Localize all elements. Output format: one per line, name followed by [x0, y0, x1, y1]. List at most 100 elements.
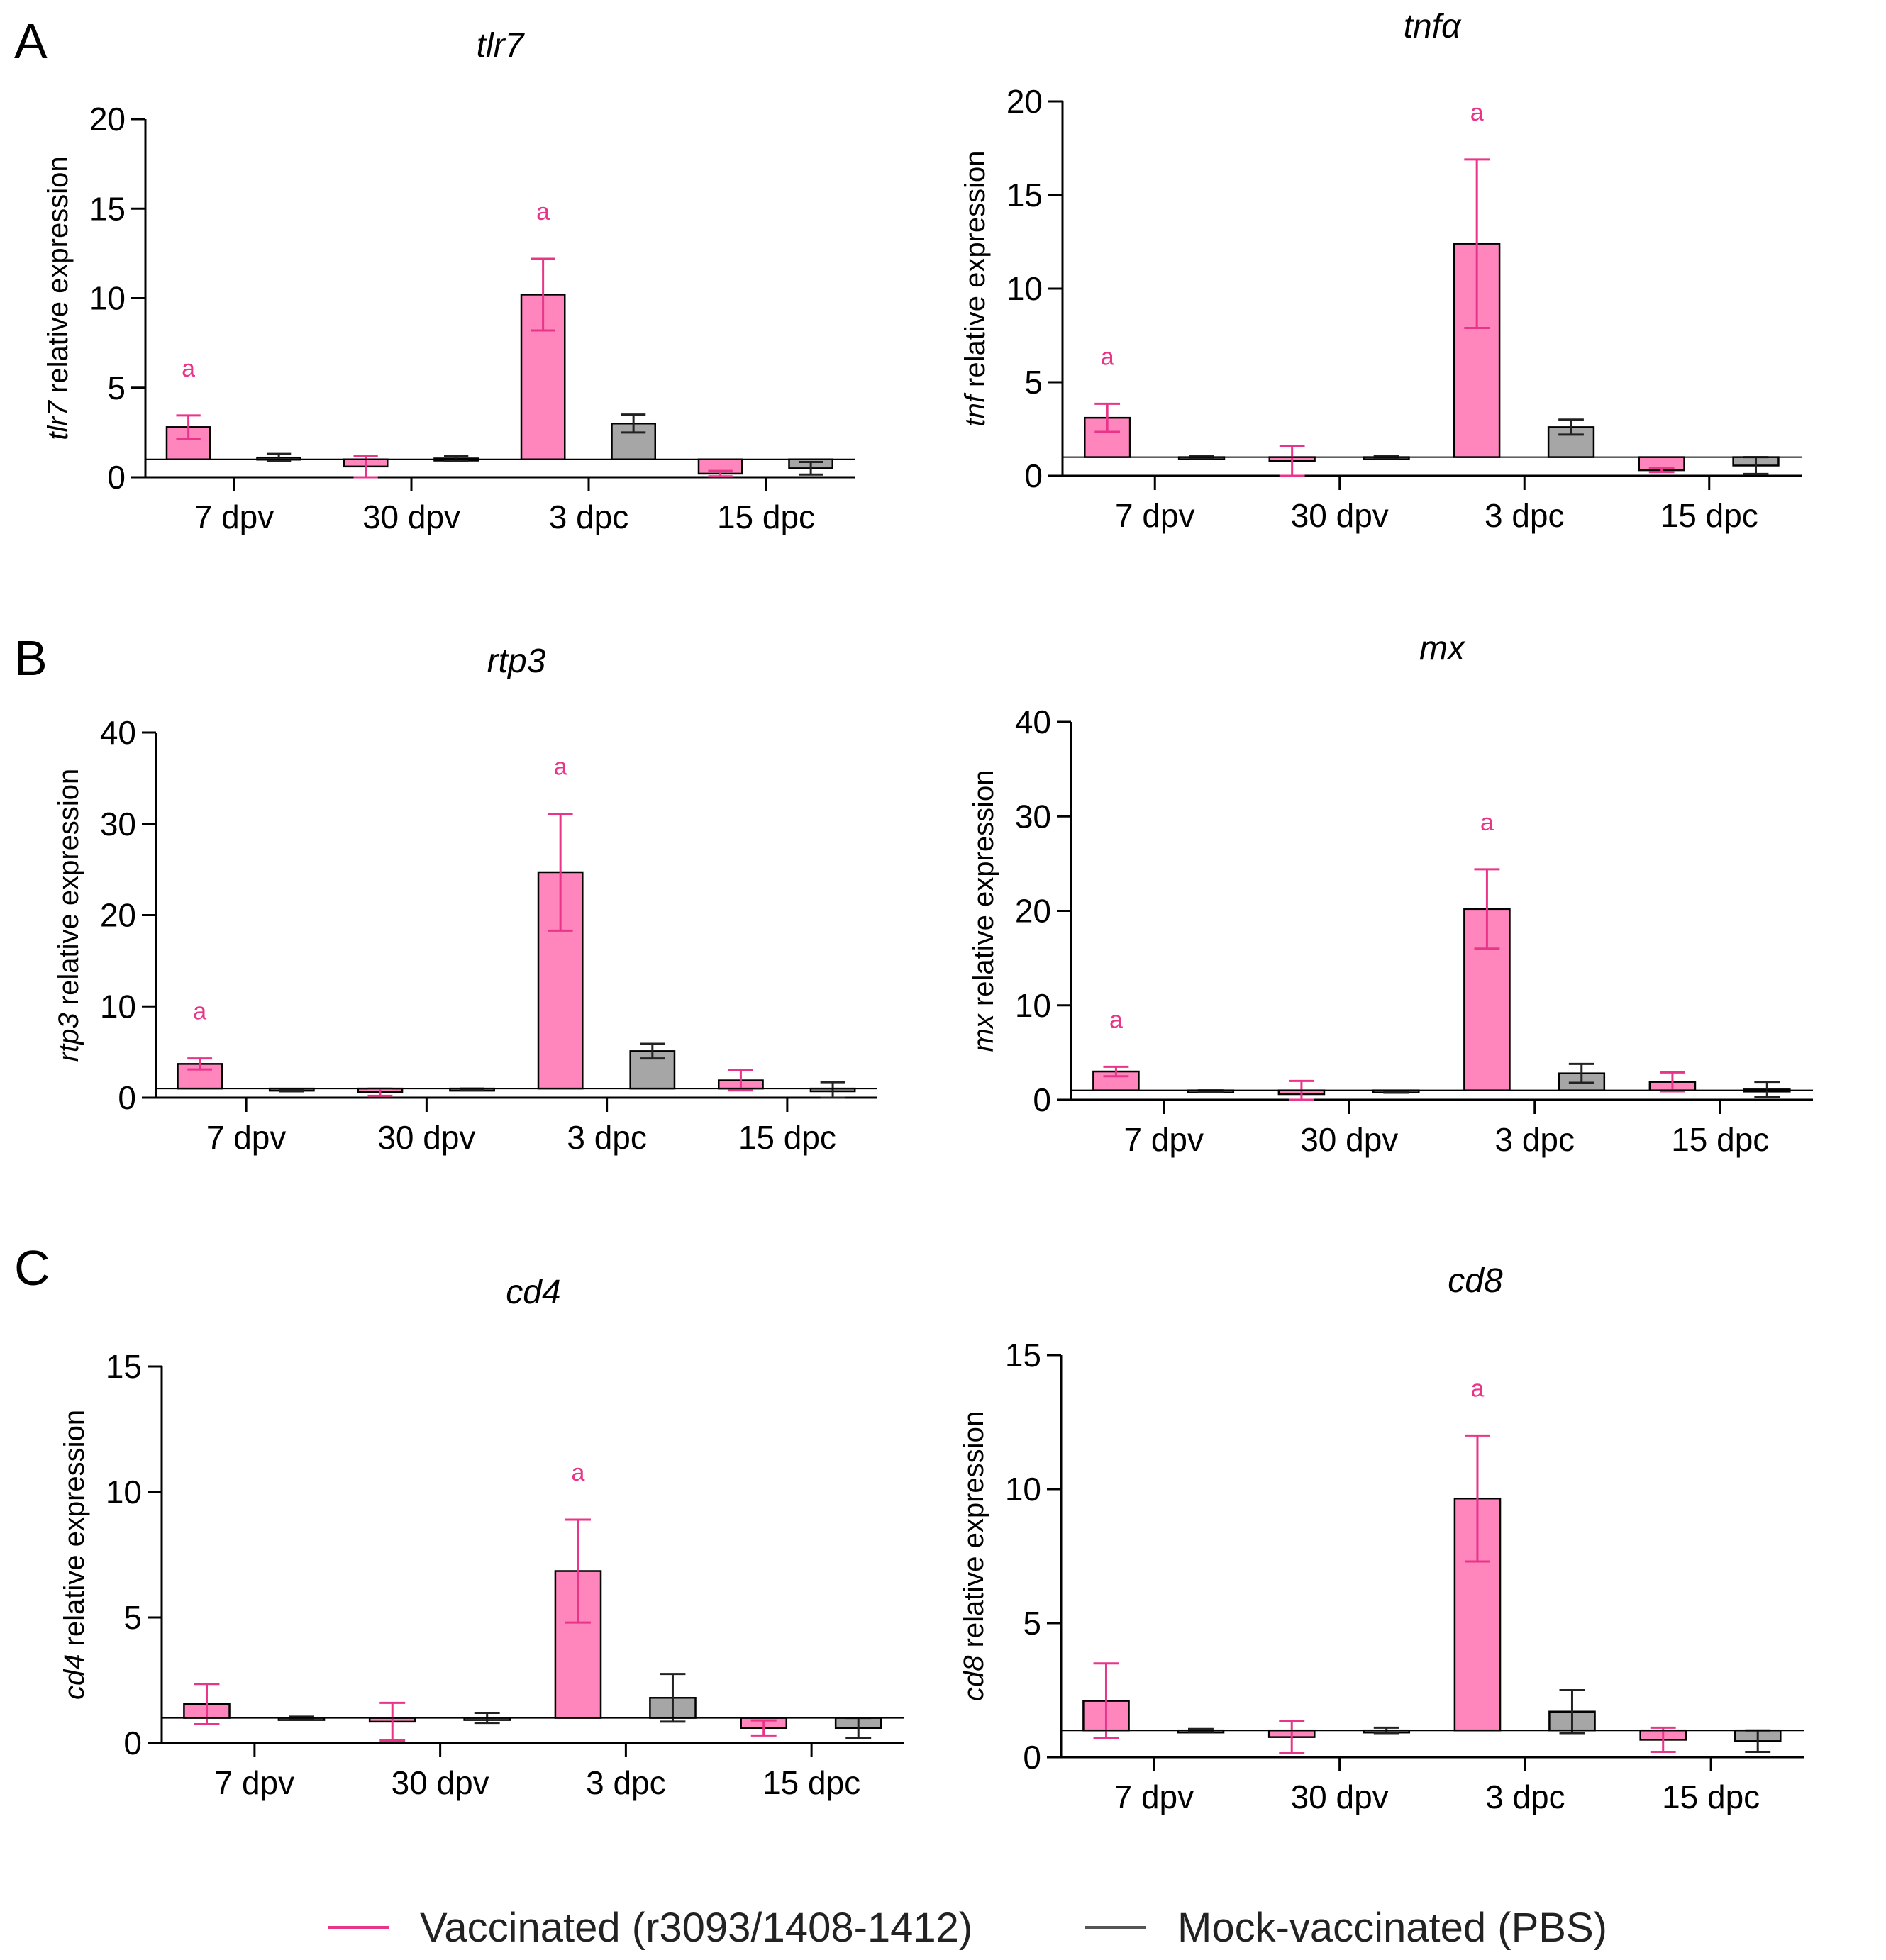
y-axis-label-text: relative expression: [968, 770, 999, 1015]
error-bar: [621, 413, 646, 434]
x-tick-label: 30 dpv: [362, 499, 460, 535]
y-tick-label: 30: [1015, 798, 1051, 835]
significance-label: a: [536, 199, 550, 225]
error-bar: [798, 461, 823, 476]
y-tick-label: 20: [89, 101, 126, 138]
y-tick-label: 40: [100, 714, 136, 751]
y-tick-label: 20: [1006, 83, 1043, 120]
x-tick-label: 3 dpc: [567, 1119, 647, 1156]
error-bar: [1754, 1081, 1780, 1098]
chart-title: tnfα: [1404, 8, 1462, 45]
chart-tnfa: tnfα tnf relative expression 0 5 10 15 20 7 dpv…: [960, 8, 1802, 534]
y-tick-label: 15: [1006, 177, 1043, 213]
y-tick-label: 10: [89, 280, 126, 317]
x-tick-label: 7 dpv: [1124, 1121, 1204, 1158]
x-tick-label: 7 dpv: [206, 1119, 287, 1156]
significance-label: a: [554, 754, 567, 781]
error-bar: [1464, 158, 1490, 329]
error-bar: [565, 1518, 591, 1624]
x-tick-label: 15 dpc: [762, 1764, 860, 1801]
significance-label: a: [1470, 99, 1484, 126]
y-axis-label-gene: tnf: [960, 392, 991, 426]
error-bar: [1094, 402, 1121, 433]
y-axis-label-gene: mx: [968, 1013, 999, 1052]
error-bar: [443, 455, 469, 462]
error-bar: [1568, 1062, 1594, 1084]
significance-label: a: [1109, 1006, 1123, 1033]
x-tick-label: 15 dpc: [1662, 1778, 1760, 1815]
error-bar: [1648, 467, 1675, 474]
y-tick-label: 5: [1023, 1605, 1041, 1642]
y-axis-label: cd4 relative expression: [59, 1410, 90, 1700]
y-tick-label: 0: [123, 1725, 142, 1761]
chart-cd8: cd8 cd8 relative expression 0 5 10 15 7 dpv 30 …: [958, 1262, 1804, 1815]
x-tick-label: 7 dpv: [1114, 1778, 1194, 1815]
error-bar: [531, 257, 555, 332]
x-tick-label: 7 dpv: [1115, 497, 1195, 534]
x-tick-label: 3 dpc: [1485, 497, 1565, 534]
error-bar: [1279, 1720, 1305, 1754]
x-tick-label: 30 dpv: [1291, 1778, 1389, 1815]
error-bar: [1103, 1065, 1129, 1078]
x-tick-label: 30 dpv: [392, 1764, 489, 1801]
error-bar: [176, 414, 201, 440]
chart-title: rtp3: [487, 642, 546, 680]
chart-title: cd4: [506, 1274, 560, 1311]
significance-label: a: [1471, 1375, 1485, 1402]
y-axis-label: mx relative expression: [968, 770, 999, 1052]
significance-label: a: [572, 1459, 585, 1486]
y-tick-label: 5: [123, 1599, 142, 1636]
y-axis-label: rtp3 relative expression: [53, 769, 84, 1062]
x-tick-label: 15 dpc: [1660, 497, 1758, 534]
error-bar: [279, 1088, 304, 1093]
y-tick-label: 20: [1015, 893, 1051, 930]
error-bar: [1279, 445, 1305, 477]
error-bar: [660, 1673, 686, 1723]
y-axis-label: cd8 relative expression: [958, 1411, 989, 1701]
legend-label-mock: Mock-vaccinated (PBS): [1177, 1905, 1607, 1951]
y-tick-label: 0: [1024, 457, 1043, 494]
x-tick-label: 3 dpc: [1494, 1121, 1575, 1158]
y-tick-label: 0: [107, 459, 126, 496]
y-axis-label-text: relative expression: [53, 769, 84, 1013]
error-bar: [1383, 1089, 1409, 1094]
y-tick-label: 10: [106, 1474, 142, 1510]
chart-title: cd8: [1448, 1262, 1503, 1300]
panel-label-b: B: [14, 630, 48, 686]
y-tick-label: 10: [1005, 1471, 1041, 1508]
y-axis-label-text: relative expression: [43, 156, 74, 401]
y-axis-label-text: relative expression: [958, 1411, 989, 1656]
x-tick-label: 15 dpc: [738, 1119, 836, 1156]
x-tick-label: 3 dpc: [1485, 1778, 1565, 1815]
error-bar: [728, 1069, 753, 1092]
error-bar: [820, 1081, 845, 1099]
x-tick-label: 3 dpc: [586, 1764, 666, 1801]
panel-label-c: C: [14, 1240, 50, 1296]
y-tick-label: 40: [1015, 703, 1051, 740]
error-bar: [1558, 418, 1584, 436]
y-tick-label: 10: [100, 988, 136, 1025]
y-tick-label: 20: [100, 897, 136, 934]
x-tick-label: 7 dpv: [215, 1764, 295, 1801]
error-bar: [379, 1701, 406, 1742]
chart-title: tlr7: [477, 27, 526, 65]
error-bar: [548, 813, 573, 932]
chart-title: mx: [1419, 630, 1466, 667]
error-bar: [1650, 1726, 1676, 1753]
error-bar: [750, 1719, 777, 1737]
y-axis-label: tlr7 relative expression: [43, 156, 74, 440]
panel-label-a: A: [14, 13, 48, 69]
x-tick-label: 3 dpc: [549, 499, 629, 535]
bar: [1463, 908, 1511, 1091]
significance-label: a: [193, 998, 206, 1025]
error-bar: [1659, 1071, 1685, 1093]
y-tick-label: 15: [1005, 1337, 1041, 1374]
y-tick-label: 0: [1023, 1739, 1041, 1776]
x-tick-label: 7 dpv: [194, 499, 274, 535]
significance-label: a: [1480, 809, 1494, 836]
y-tick-label: 15: [89, 190, 126, 227]
x-tick-label: 15 dpc: [1671, 1121, 1769, 1158]
